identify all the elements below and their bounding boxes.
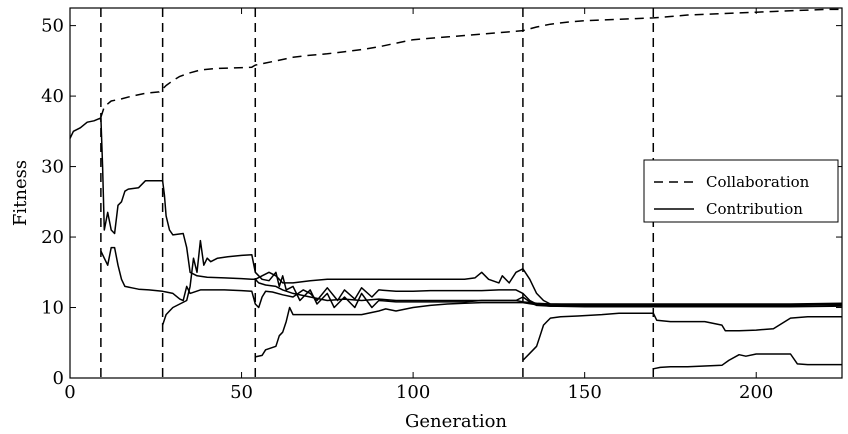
x-tick-label: 150 [567, 382, 601, 403]
contribution-series-line-3 [161, 239, 843, 326]
y-tick-label: 50 [41, 16, 64, 37]
legend-box [643, 159, 839, 223]
collaboration-series-line [100, 8, 842, 118]
x-tick-label: 100 [396, 382, 430, 403]
contribution-series-line-1 [69, 117, 843, 305]
contribution-series-line-2 [100, 246, 843, 309]
contribution-series-line-7 [653, 353, 842, 370]
plot-frame [69, 7, 843, 379]
legend-label: Contribution [706, 200, 803, 218]
y-tick-label: 30 [41, 157, 64, 178]
contribution-series-line-5 [254, 268, 843, 306]
y-tick-label: 10 [41, 298, 64, 319]
y-axis-label: Fitness [10, 160, 31, 226]
legend: Collaboration Contribution [643, 159, 839, 223]
contribution-series-line-4 [255, 301, 843, 358]
y-tick-label: 20 [41, 227, 64, 248]
x-tick-label: 200 [739, 382, 773, 403]
x-axis-label: Generation [405, 411, 507, 432]
series-layer [69, 8, 843, 370]
legend-label: Collaboration [706, 173, 810, 191]
y-tick-label: 0 [53, 368, 64, 389]
generation-markers [100, 8, 655, 378]
x-tick-label: 50 [230, 382, 253, 403]
axis-ticks: 0 50 100 150 200 0 10 20 30 40 50 [41, 8, 842, 403]
x-tick-label: 0 [64, 382, 75, 403]
y-tick-label: 40 [41, 86, 64, 107]
contribution-series-line-6 [522, 312, 842, 361]
